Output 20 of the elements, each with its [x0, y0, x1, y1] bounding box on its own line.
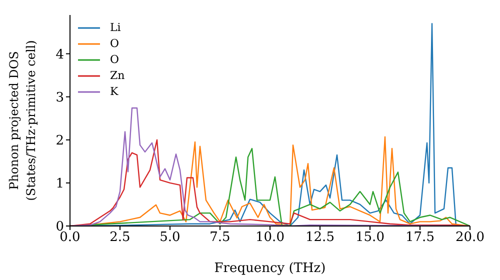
y-tick-label: 4 [56, 47, 64, 62]
legend-label: O [110, 52, 120, 68]
x-tick-label: 0.0 [60, 230, 80, 246]
y-tick-label: 2 [56, 133, 64, 148]
x-tick-label: 17.5 [406, 230, 434, 246]
legend-label: K [110, 84, 118, 100]
y-tick-label: 1 [56, 176, 64, 192]
legend-label: Zn [110, 68, 125, 84]
x-tick-label: 5.0 [160, 230, 180, 246]
x-tick-label: 7.5 [210, 230, 230, 246]
y-axis-title: Phonon projected DOS (States/THz·primitive cell) [7, 40, 38, 201]
x-axis-title: Frequency (THz) [214, 261, 326, 276]
x-tick-label: 20.0 [456, 230, 484, 246]
legend-label: Li [110, 20, 121, 36]
x-tick-label: 12.5 [306, 230, 334, 246]
x-tick-label: 2.5 [110, 230, 130, 246]
y-tick-label: 3 [56, 90, 64, 106]
x-tick-label: 10.0 [256, 230, 284, 246]
x-tick-label: 15.0 [356, 230, 384, 246]
legend-label: O [110, 36, 120, 52]
